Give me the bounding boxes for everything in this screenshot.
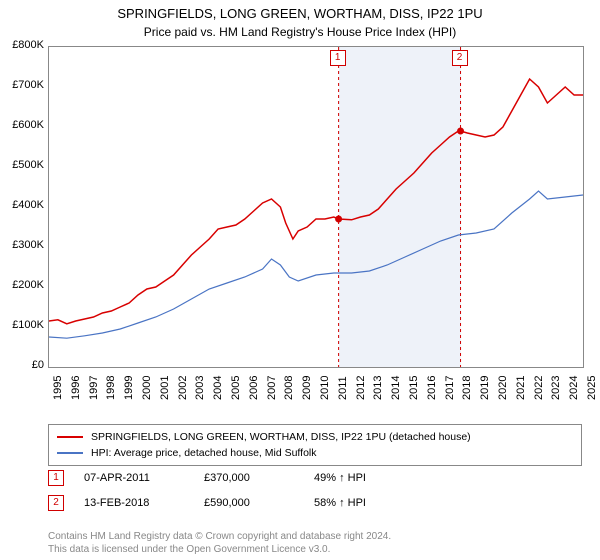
x-tick-label: 2000 <box>141 376 153 400</box>
chart-title: SPRINGFIELDS, LONG GREEN, WORTHAM, DISS,… <box>0 0 600 23</box>
sale-row-2: 2 13-FEB-2018 £590,000 58% ↑ HPI <box>48 495 366 511</box>
x-tick-label: 1995 <box>52 376 64 400</box>
legend-label-1: SPRINGFIELDS, LONG GREEN, WORTHAM, DISS,… <box>91 431 471 443</box>
y-tick-label: £500K <box>0 159 44 171</box>
x-tick-label: 2021 <box>515 376 527 400</box>
sale-hpi-2: 58% ↑ HPI <box>314 497 366 509</box>
y-tick-label: £600K <box>0 119 44 131</box>
x-tick-label: 1999 <box>123 376 135 400</box>
x-tick-label: 2008 <box>283 376 295 400</box>
x-tick-label: 2017 <box>444 376 456 400</box>
sale-marker-2: 2 <box>48 495 64 511</box>
x-tick-label: 2025 <box>586 376 598 400</box>
sale-marker-1: 1 <box>48 470 64 486</box>
x-tick-label: 2013 <box>372 376 384 400</box>
x-tick-label: 2020 <box>497 376 509 400</box>
legend-swatch-2 <box>57 452 83 454</box>
y-tick-label: £800K <box>0 39 44 51</box>
x-tick-label: 2018 <box>461 376 473 400</box>
x-tick-label: 2014 <box>390 376 402 400</box>
chart-subtitle: Price paid vs. HM Land Registry's House … <box>0 23 600 39</box>
x-tick-label: 2010 <box>319 376 331 400</box>
legend-swatch-1 <box>57 436 83 438</box>
legend-item-1: SPRINGFIELDS, LONG GREEN, WORTHAM, DISS,… <box>57 429 573 445</box>
x-tick-label: 2024 <box>568 376 580 400</box>
x-tick-label: 2006 <box>248 376 260 400</box>
plot-area <box>48 46 584 368</box>
sale-date-1: 07-APR-2011 <box>84 472 204 484</box>
y-tick-label: £400K <box>0 199 44 211</box>
y-tick-label: £0 <box>0 359 44 371</box>
line-plot <box>49 47 583 367</box>
x-tick-label: 2005 <box>230 376 242 400</box>
x-tick-label: 2004 <box>212 376 224 400</box>
y-tick-label: £300K <box>0 239 44 251</box>
y-tick-label: £200K <box>0 279 44 291</box>
sale-date-2: 13-FEB-2018 <box>84 497 204 509</box>
legend: SPRINGFIELDS, LONG GREEN, WORTHAM, DISS,… <box>48 424 582 466</box>
sale-price-2: £590,000 <box>204 497 314 509</box>
x-tick-label: 2007 <box>266 376 278 400</box>
sale-hpi-1: 49% ↑ HPI <box>314 472 366 484</box>
x-tick-label: 2003 <box>194 376 206 400</box>
footer-line-1: Contains HM Land Registry data © Crown c… <box>48 530 391 543</box>
sale-price-1: £370,000 <box>204 472 314 484</box>
footer-line-2: This data is licensed under the Open Gov… <box>48 543 391 556</box>
x-tick-label: 2016 <box>426 376 438 400</box>
y-tick-label: £700K <box>0 79 44 91</box>
x-tick-label: 2022 <box>533 376 545 400</box>
x-tick-label: 2011 <box>337 376 349 400</box>
x-tick-label: 1997 <box>88 376 100 400</box>
x-tick-label: 2001 <box>159 376 171 400</box>
sale-row-1: 1 07-APR-2011 £370,000 49% ↑ HPI <box>48 470 366 486</box>
legend-item-2: HPI: Average price, detached house, Mid … <box>57 445 573 461</box>
x-tick-label: 1996 <box>70 376 82 400</box>
x-tick-label: 2002 <box>177 376 189 400</box>
x-tick-label: 2009 <box>301 376 313 400</box>
x-tick-label: 2019 <box>479 376 491 400</box>
marker-box-1: 1 <box>330 50 346 66</box>
footer-text: Contains HM Land Registry data © Crown c… <box>48 530 391 556</box>
x-tick-label: 2012 <box>355 376 367 400</box>
legend-label-2: HPI: Average price, detached house, Mid … <box>91 447 317 459</box>
x-tick-label: 1998 <box>105 376 117 400</box>
x-tick-label: 2015 <box>408 376 420 400</box>
x-tick-label: 2023 <box>550 376 562 400</box>
y-tick-label: £100K <box>0 319 44 331</box>
marker-box-2: 2 <box>452 50 468 66</box>
chart-container: SPRINGFIELDS, LONG GREEN, WORTHAM, DISS,… <box>0 0 600 560</box>
